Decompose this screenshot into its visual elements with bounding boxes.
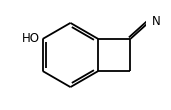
Text: N: N [152, 15, 160, 28]
Text: HO: HO [21, 32, 39, 45]
